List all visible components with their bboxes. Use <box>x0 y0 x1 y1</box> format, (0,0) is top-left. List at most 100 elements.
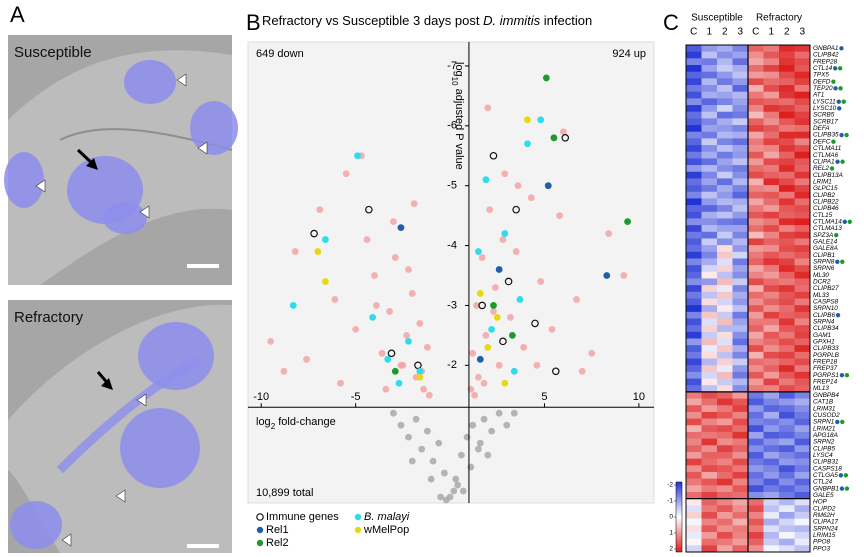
data-point <box>484 104 492 112</box>
heatmap-cell <box>794 498 811 506</box>
data-point <box>473 302 480 309</box>
row-label: TPX5 <box>813 72 829 79</box>
image-label: Susceptible <box>14 44 92 61</box>
title-part: infection <box>540 13 592 28</box>
heatmap-cell <box>701 358 718 366</box>
heatmap-cell <box>717 431 733 439</box>
heatmap-cell <box>701 538 718 546</box>
arrowhead-marker <box>197 141 208 155</box>
data-point <box>369 314 377 321</box>
heatmap-cell <box>794 518 811 526</box>
data-point <box>331 296 339 303</box>
data-point <box>429 457 437 465</box>
data-point <box>510 409 518 417</box>
micrograph: Refractory <box>8 300 232 553</box>
heatmap-cell <box>701 278 718 286</box>
data-point <box>490 308 497 315</box>
data-point <box>373 302 380 309</box>
heatmap-cell <box>763 425 780 433</box>
data-point <box>476 439 484 447</box>
heatmap-cell <box>686 178 702 186</box>
heatmap-cell <box>779 298 795 306</box>
data-point <box>442 496 450 504</box>
column-label: 3 <box>737 27 743 38</box>
data-point <box>507 314 514 321</box>
heatmap-cell <box>794 225 811 233</box>
heatmap-cell <box>794 538 811 546</box>
heatmap-cell <box>732 178 749 186</box>
heatmap-cell <box>732 78 749 86</box>
label-part: adjusted P value <box>453 86 465 170</box>
data-point <box>425 391 433 399</box>
heatmap-cell <box>763 238 780 246</box>
heatmap-cell <box>686 285 702 293</box>
nucleus <box>190 101 238 155</box>
heatmap-cell <box>686 371 702 379</box>
legend-label: Rel1 <box>266 524 289 536</box>
heatmap-cell <box>763 125 780 133</box>
heatmap-cell <box>732 91 749 99</box>
heatmap-cell <box>717 451 733 459</box>
heatmap-cell <box>732 338 749 346</box>
data-point <box>303 355 310 363</box>
data-point <box>405 337 412 345</box>
row-label: GPXH1 <box>813 339 835 346</box>
heatmap-cell <box>794 391 811 399</box>
heatmap-cell <box>763 385 780 393</box>
heatmap-cell <box>748 145 764 153</box>
heatmap-cell <box>794 245 811 253</box>
y-tick-label: -5 <box>447 180 457 192</box>
colorbar-label: 1 <box>669 530 673 537</box>
heatmap-cell <box>732 505 749 513</box>
heatmap-cell <box>732 105 749 113</box>
data-point <box>410 200 418 208</box>
heatmap-cell <box>779 458 795 466</box>
heatmap-cell <box>732 371 749 379</box>
rel-marker <box>837 106 842 111</box>
heatmap-cell <box>732 51 749 59</box>
nucleus <box>124 60 176 104</box>
data-point <box>337 379 344 387</box>
heatmap-cell <box>732 358 749 366</box>
heatmap-cell <box>794 58 811 66</box>
heatmap-cell <box>701 445 718 453</box>
heatmap-cell <box>732 185 749 193</box>
heatmap-cell <box>732 451 749 459</box>
heatmap-cell <box>732 445 749 453</box>
heatmap-cell <box>763 491 780 499</box>
heatmap-cell <box>794 158 811 166</box>
heatmap-cell <box>779 531 795 539</box>
arrow-head <box>86 158 98 170</box>
heatmap-cell <box>763 418 780 426</box>
heatmap-cell <box>763 51 780 59</box>
heatmap-cell <box>701 105 718 113</box>
heatmap-cell <box>701 311 718 319</box>
heatmap-cell <box>686 238 702 246</box>
heatmap-cell <box>701 405 718 413</box>
heatmap-cell <box>701 411 718 419</box>
legend-marker <box>354 513 362 521</box>
heatmap-cell <box>779 278 795 286</box>
heatmap-cell <box>794 218 811 226</box>
heatmap-cell <box>763 505 780 513</box>
heatmap-cell <box>717 345 733 353</box>
data-point <box>391 254 399 261</box>
heatmap-cell <box>686 405 702 413</box>
heatmap-cell <box>732 118 749 126</box>
heatmap-cell <box>686 498 702 506</box>
heatmap-cell <box>748 371 764 379</box>
data-point <box>512 248 520 255</box>
heatmap-cell <box>763 58 780 66</box>
heatmap-cell <box>748 178 764 186</box>
heatmap-cell <box>763 371 780 379</box>
heatmap-cell <box>686 258 702 266</box>
data-point <box>588 349 596 357</box>
rel-marker <box>842 219 847 224</box>
heatmap-cell <box>748 205 764 213</box>
row-label: CTL14 <box>813 65 833 72</box>
heatmap-cell <box>794 151 811 159</box>
data-point <box>482 331 490 339</box>
heatmap-cell <box>701 378 718 386</box>
heatmap-cell <box>748 98 764 106</box>
data-point <box>416 319 424 327</box>
